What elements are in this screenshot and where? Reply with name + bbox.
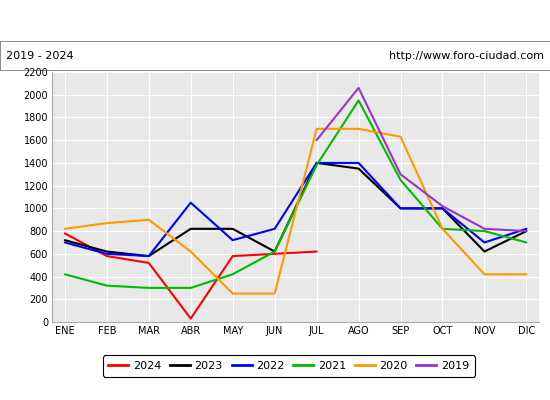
- Legend: 2024, 2023, 2022, 2021, 2020, 2019: 2024, 2023, 2022, 2021, 2020, 2019: [103, 356, 475, 376]
- Text: http://www.foro-ciudad.com: http://www.foro-ciudad.com: [389, 51, 544, 61]
- Text: Evolucion Nº Turistas Nacionales en el municipio de Noreña: Evolucion Nº Turistas Nacionales en el m…: [77, 14, 473, 28]
- Text: 2019 - 2024: 2019 - 2024: [6, 51, 73, 61]
